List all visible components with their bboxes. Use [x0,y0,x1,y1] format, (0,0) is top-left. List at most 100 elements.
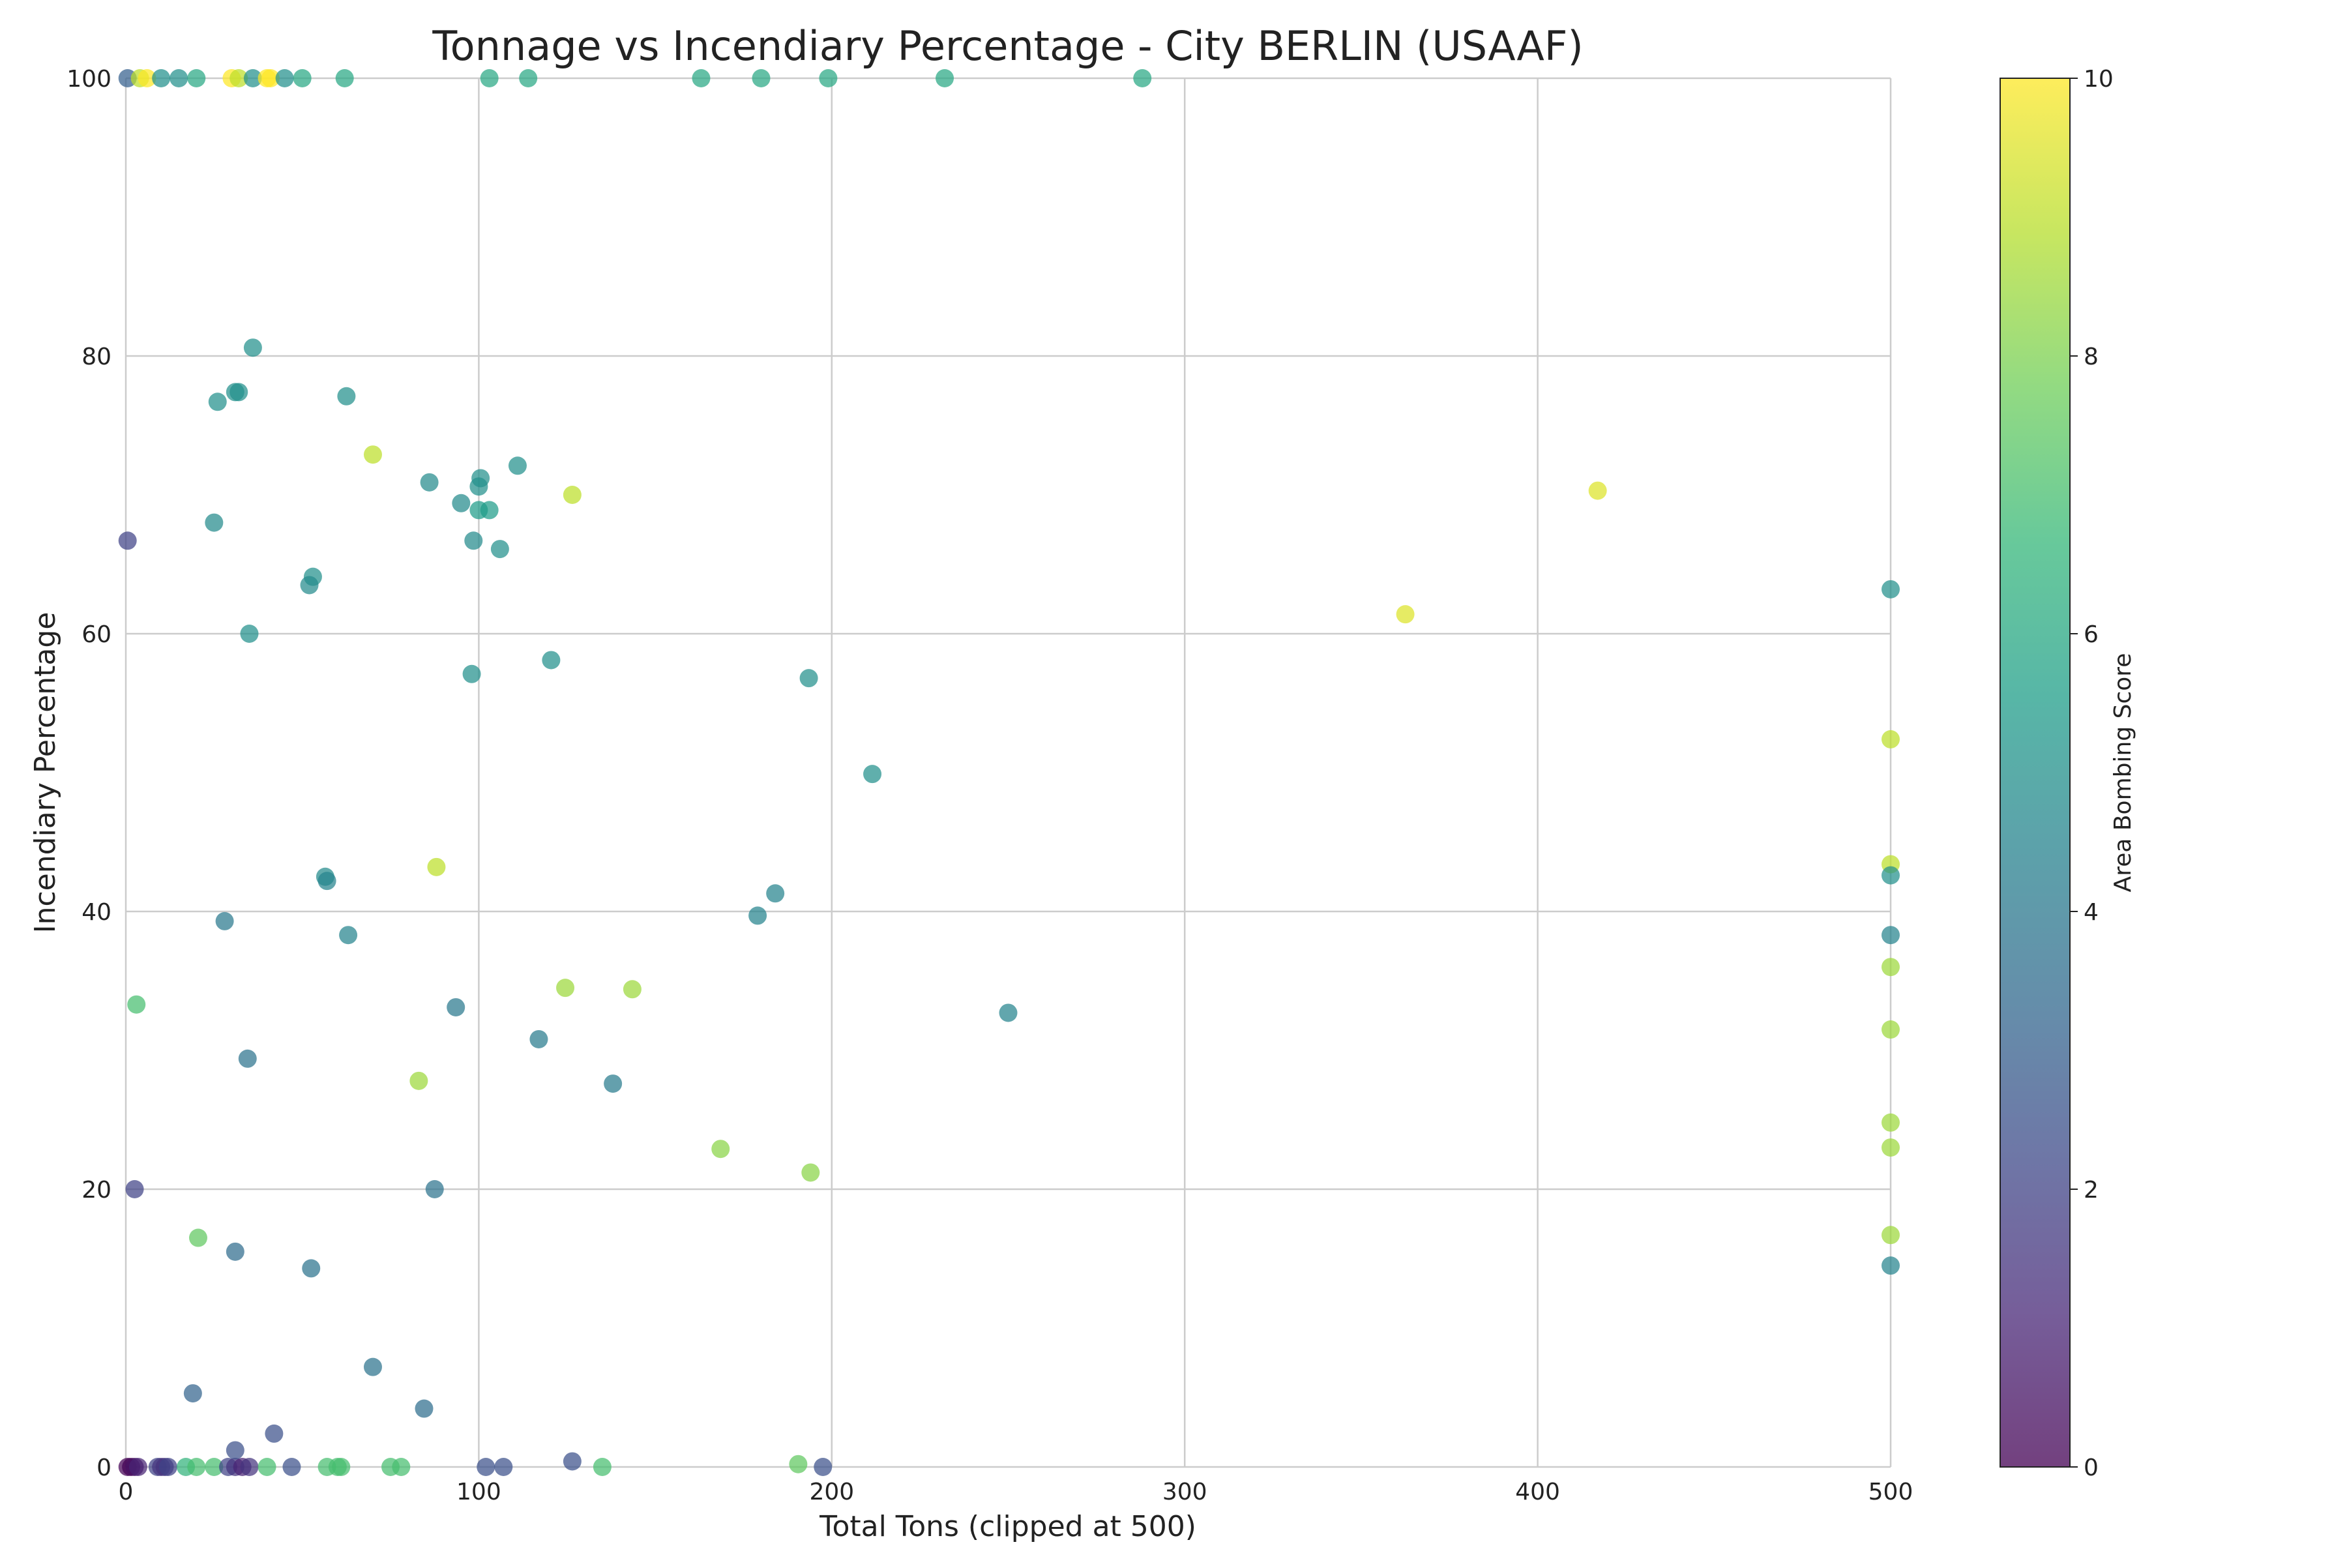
data-point [1882,866,1900,885]
data-point [1882,1113,1900,1132]
data-point [226,1441,244,1460]
data-point [363,445,382,464]
data-point [205,513,224,532]
data-point [789,1455,808,1473]
data-points [118,69,1900,1476]
data-point [152,69,171,87]
data-point [464,531,483,550]
data-point [392,1458,411,1476]
data-point [300,576,319,595]
x-axis-label: Total Tons (clipped at 500) [819,1510,1196,1543]
x-tick-label: 300 [1162,1479,1207,1505]
data-point [265,1424,284,1443]
data-point [138,69,156,87]
y-tick-label: 0 [96,1455,111,1481]
data-point [1882,926,1900,945]
data-point [261,69,280,87]
data-point [1882,1138,1900,1157]
data-point [1396,605,1415,624]
data-point [420,473,439,492]
colorbar-ticks: 0 2 4 6 8 10 [2070,66,2114,1481]
data-point [863,765,882,784]
data-point [542,651,561,670]
colorbar-tick-label: 10 [2084,66,2114,93]
data-point [409,1071,428,1090]
data-point [188,1228,207,1247]
data-point [187,1458,206,1476]
grid-lines [125,77,1892,1468]
data-point [335,69,354,87]
data-point [819,69,838,87]
data-point [238,1049,257,1068]
data-point [508,456,527,475]
data-point [1882,1020,1900,1039]
x-tick-label: 400 [1515,1479,1560,1505]
y-tick-label: 40 [81,899,111,926]
data-point [1133,69,1152,87]
data-point [427,857,446,876]
data-point [415,1399,434,1418]
y-tick-label: 100 [66,66,111,93]
data-point [317,872,336,891]
data-point [302,1259,321,1278]
data-point [339,926,358,945]
data-point [1882,1256,1900,1275]
data-point [118,531,137,550]
data-point [208,392,227,411]
data-point [183,1384,202,1403]
data-point [282,1458,301,1476]
chart-title: Tonnage vs Incendiary Percentage - City … [432,22,1583,70]
data-point [814,1458,833,1476]
colorbar-tick-label: 6 [2084,621,2099,648]
data-point [711,1140,730,1159]
data-point [556,979,575,998]
data-point [187,69,206,87]
x-tick-label: 0 [119,1479,134,1505]
y-axis-label: Incendiary Percentage [29,612,62,934]
data-point [205,1458,224,1476]
data-point [170,69,188,87]
axis-ticks: 0 100 200 300 400 500 0 20 40 60 80 100 [66,66,1913,1505]
data-point [125,1180,144,1198]
data-point [275,69,294,87]
data-point [363,1357,382,1376]
data-point [1882,730,1900,748]
data-point [801,1163,820,1182]
data-point [226,1242,244,1261]
data-point [240,625,259,643]
y-tick-label: 20 [81,1177,111,1204]
data-point [243,338,262,357]
data-point [477,1458,495,1476]
data-point [337,387,356,406]
data-point [1882,958,1900,977]
data-point [128,1458,147,1476]
data-point [748,906,767,925]
data-point [229,383,248,402]
data-point [752,69,771,87]
x-tick-label: 100 [456,1479,501,1505]
data-point [158,1458,177,1476]
y-tick-label: 60 [81,621,111,648]
data-point [215,911,234,930]
data-point [243,69,262,87]
data-point [447,998,465,1016]
x-tick-label: 200 [809,1479,854,1505]
data-point [425,1180,444,1198]
data-point [623,980,642,999]
data-point [258,1458,276,1476]
data-point [462,664,481,683]
data-point [229,69,248,87]
colorbar-tick-label: 2 [2084,1177,2099,1204]
data-point [999,1003,1018,1022]
data-point [240,1458,259,1476]
colorbar-tick-label: 8 [2084,344,2099,370]
data-point [480,69,499,87]
colorbar-label: Area Bombing Score [2110,653,2136,893]
plot-area [126,78,1891,1467]
data-point [1882,580,1900,599]
data-point [452,494,471,512]
data-point [480,501,499,520]
colorbar-tick-label: 4 [2084,899,2099,926]
